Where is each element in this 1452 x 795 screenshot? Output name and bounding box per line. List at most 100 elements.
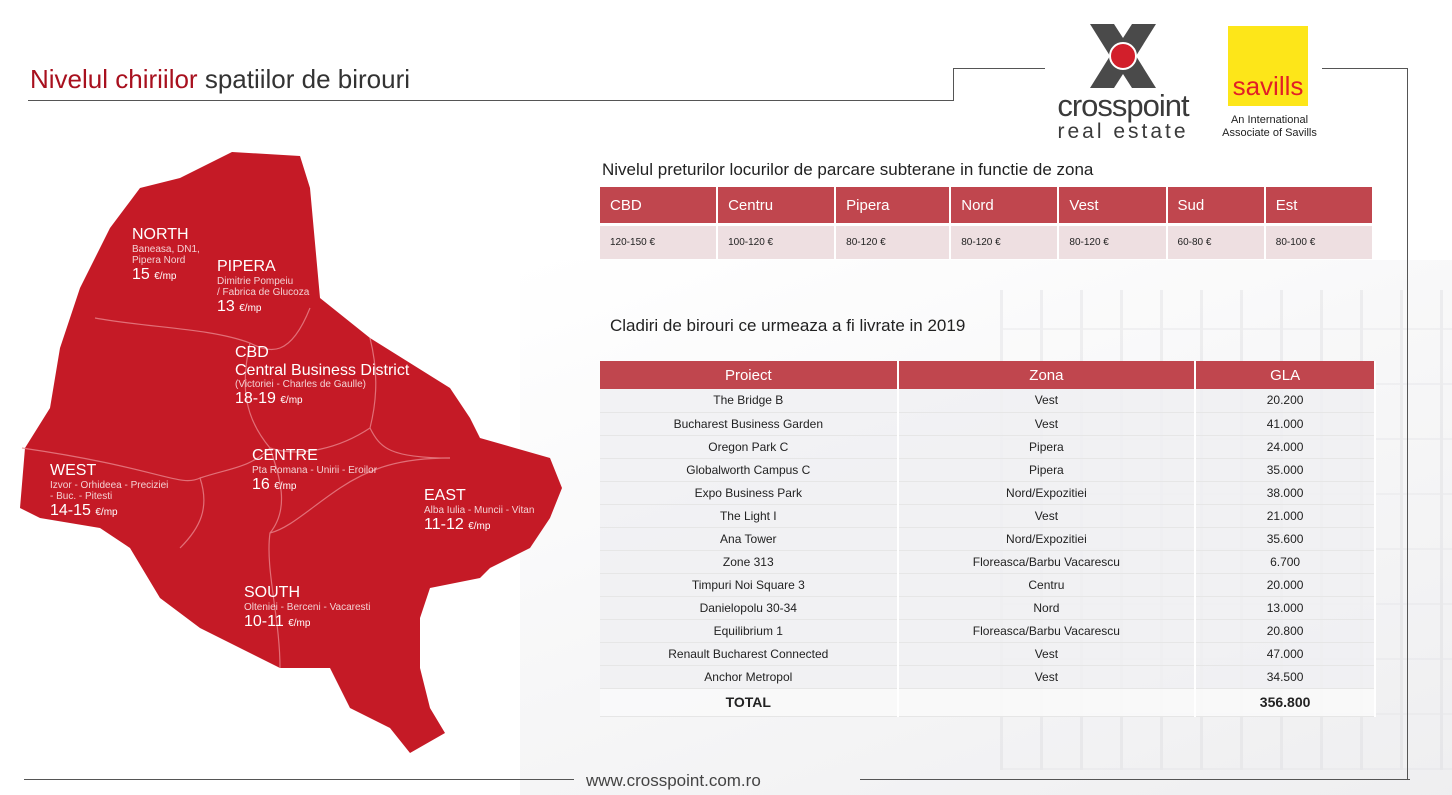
table-cell: 38.000 <box>1195 481 1376 505</box>
column-header: CBD <box>600 187 717 223</box>
map-zone-west: WEST Izvor - Orhideea - Preciziei - Buc.… <box>50 462 168 519</box>
buildings-table: Proiect Zona GLA The Bridge B Vest 20.200 B… <box>600 361 1376 717</box>
zone-price-value: 11-12 <box>424 515 464 533</box>
parking-table-title: Nivelul preturilor locurilor de parcare … <box>602 160 1094 179</box>
table-cell: 80-120 € <box>951 223 1058 259</box>
table-cell: Expo Business Park <box>600 481 899 505</box>
zone-price: 15 €/mp <box>132 266 200 284</box>
zone-name: SOUTH <box>244 584 300 601</box>
zone-name: NORTH <box>132 226 189 243</box>
table-cell: Pipera <box>897 435 1197 459</box>
table-cell: 13.000 <box>1195 596 1376 620</box>
column-header: Est <box>1265 187 1372 223</box>
footer-divider <box>24 779 574 780</box>
zone-desc: Dimitrie Pompeiu <box>217 275 294 287</box>
zone-price-unit: €/mp <box>288 617 311 629</box>
zone-name: EAST <box>424 487 466 504</box>
crosspoint-subtitle: real estate <box>1057 120 1189 143</box>
table-row: 120-150 € 100-120 € 80-120 € 80-120 € 80… <box>600 223 1372 259</box>
buildings-table-title: Cladiri de birouri ce urmeaza a fi livra… <box>610 316 966 335</box>
divider <box>1407 68 1408 780</box>
savills-tagline: An International Associate of Savills <box>1212 114 1327 140</box>
table-row: Ana Tower Nord/Expozitiei 35.600 <box>600 527 1376 551</box>
table-cell: Nord/Expozitiei <box>897 527 1197 551</box>
table-cell: Vest <box>897 412 1197 436</box>
bucharest-zones-map: NORTH Baneasa, DN1, Pipera Nord 15 €/mp … <box>10 148 570 758</box>
map-zone-east: EAST Alba Iulia - Muncii - Vitan 11-12 €… <box>424 487 534 533</box>
zone-name: PIPERA <box>217 258 276 275</box>
zone-price-unit: €/mp <box>280 395 303 407</box>
zone-price-value: 13 <box>217 297 235 315</box>
table-cell: Pipera <box>897 458 1197 482</box>
divider <box>953 68 1045 69</box>
table-row: Zone 313 Floreasca/Barbu Vacarescu 6.700 <box>600 550 1376 574</box>
table-cell: Centru <box>897 573 1197 597</box>
table-cell: 34.500 <box>1195 665 1376 689</box>
map-zone-pipera: PIPERA Dimitrie Pompeiu / Fabrica de Glu… <box>217 258 309 315</box>
table-row: The Light I Vest 21.000 <box>600 504 1376 528</box>
savills-tagline-line: An International <box>1230 114 1309 126</box>
zone-price-unit: €/mp <box>154 270 177 282</box>
table-cell: 80-120 € <box>1059 223 1166 259</box>
table-row: Timpuri Noi Square 3 Centru 20.000 <box>600 573 1376 597</box>
table-row: Equilibrium 1 Floreasca/Barbu Vacarescu 20… <box>600 619 1376 643</box>
table-cell: 24.000 <box>1195 435 1376 459</box>
table-cell: Vest <box>897 504 1197 528</box>
table-cell: 21.000 <box>1195 504 1376 528</box>
zone-price: 16 €/mp <box>252 476 377 494</box>
parking-price-table: CBD Centru Pipera Nord Vest Sud Est 120-… <box>598 187 1374 259</box>
column-header: Pipera <box>836 187 950 223</box>
table-cell: 60-80 € <box>1167 223 1264 259</box>
table-cell: Anchor Metropol <box>600 665 899 689</box>
table-row: Anchor Metropol Vest 34.500 <box>600 665 1376 689</box>
savills-tagline-line: Associate of Savills <box>1222 127 1317 139</box>
divider <box>1322 68 1408 69</box>
title-highlight: Nivelul chiriilor <box>30 64 198 94</box>
table-cell: Bucharest Business Garden <box>600 412 899 436</box>
map-zone-centre: CENTRE Pta Romana - Unirii - Eroilor 16 … <box>252 447 377 493</box>
map-zone-south: SOUTH Olteniei - Berceni - Vacaresti 10-… <box>244 584 371 630</box>
table-cell: Oregon Park C <box>600 435 899 459</box>
table-cell: Zone 313 <box>600 550 899 574</box>
zone-price-unit: €/mp <box>274 480 297 492</box>
column-header: Vest <box>1059 187 1166 223</box>
table-row: Renault Bucharest Connected Vest 47.000 <box>600 642 1376 666</box>
table-cell: 6.700 <box>1195 550 1376 574</box>
table-row: Bucharest Business Garden Vest 41.000 <box>600 412 1376 436</box>
column-header: Proiect <box>600 361 899 389</box>
crosspoint-name: crosspoint <box>1057 88 1189 123</box>
column-header: GLA <box>1195 361 1376 389</box>
table-cell: Vest <box>897 642 1197 666</box>
map-shape <box>20 152 562 753</box>
table-cell: 100-120 € <box>718 223 835 259</box>
zone-price-value: 14-15 <box>50 501 91 519</box>
crosspoint-mark-icon <box>1090 24 1156 88</box>
table-row: Danielopolu 30-34 Nord 13.000 <box>600 596 1376 620</box>
table-cell: Renault Bucharest Connected <box>600 642 899 666</box>
table-cell: 20.800 <box>1195 619 1376 643</box>
table-cell <box>897 688 1197 717</box>
table-row: The Bridge B Vest 20.200 <box>600 389 1376 413</box>
zone-price-value: 16 <box>252 475 270 493</box>
zone-desc: Olteniei - Berceni - Vacaresti <box>244 601 371 613</box>
page-title: Nivelul chiriilor spatiilor de birouri <box>30 64 410 95</box>
map-zone-north: NORTH Baneasa, DN1, Pipera Nord 15 €/mp <box>132 226 200 283</box>
table-cell: Nord/Expozitiei <box>897 481 1197 505</box>
zone-name: Central Business District <box>235 361 410 379</box>
table-cell: 80-120 € <box>836 223 950 259</box>
table-cell: 35.600 <box>1195 527 1376 551</box>
table-total-row: TOTAL 356.800 <box>600 688 1376 717</box>
zone-price-unit: €/mp <box>468 520 491 532</box>
zone-name: WEST <box>50 462 97 479</box>
zone-desc: / Fabrica de Glucoza <box>217 286 310 298</box>
table-cell: Nord <box>897 596 1197 620</box>
map-fill <box>20 152 562 753</box>
column-header: Nord <box>951 187 1058 223</box>
zone-price-value: 10-11 <box>244 612 284 630</box>
zone-price: 11-12 €/mp <box>424 516 534 534</box>
zone-desc: Pta Romana - Unirii - Eroilor <box>252 464 378 476</box>
column-header: Centru <box>718 187 835 223</box>
zone-price-value: 18-19 <box>235 390 276 408</box>
table-cell: 35.000 <box>1195 458 1376 482</box>
table-row: Oregon Park C Pipera 24.000 <box>600 435 1376 459</box>
